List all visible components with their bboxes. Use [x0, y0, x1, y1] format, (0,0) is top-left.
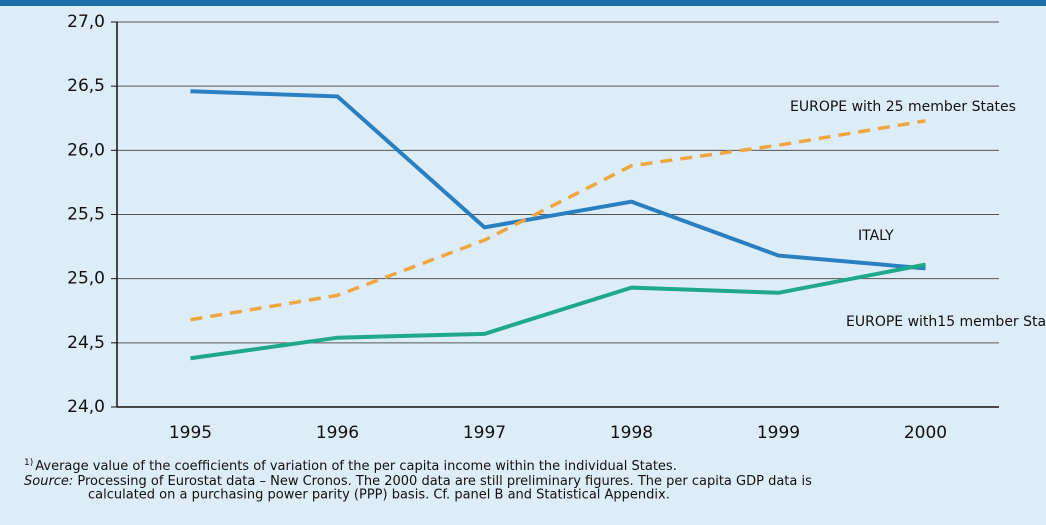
series-line — [190, 119, 926, 322]
y-tick-label: 27,0 — [67, 12, 105, 32]
series-label: EUROPE with 25 member States — [790, 99, 1016, 115]
y-tick-label: 26,5 — [67, 76, 105, 96]
source-line: Processing of Eurostat data – New Cronos… — [77, 474, 812, 489]
y-tick-label: 25,5 — [67, 205, 105, 225]
series-line — [190, 262, 926, 361]
series-line — [190, 89, 926, 271]
footnote: 1) Average value of the coefficients of v… — [24, 458, 677, 474]
y-tick-label: 24,5 — [67, 333, 105, 353]
source-label: Source: — [24, 474, 73, 489]
y-tick-label: 24,0 — [67, 397, 105, 417]
y-tick-label: 25,0 — [67, 269, 105, 289]
x-tick-label: 2000 — [904, 423, 947, 443]
source: Source: Processing of Eurostat data – New… — [24, 474, 812, 489]
x-tick-label: 1999 — [757, 423, 800, 443]
source-line: calculated on a purchasing power parity … — [88, 488, 670, 503]
x-tick-label: 1996 — [316, 423, 359, 443]
series-label: ITALY — [858, 228, 894, 244]
x-tick-label: 1995 — [169, 423, 212, 443]
x-tick-label: 1997 — [463, 423, 506, 443]
footnote-marker: 1) — [24, 458, 33, 468]
series-label: EUROPE with15 member States — [846, 314, 1046, 330]
x-tick-label: 1998 — [610, 423, 653, 443]
footnote-text: Average value of the coefficients of var… — [35, 459, 677, 474]
top-bar — [0, 0, 1046, 6]
y-tick-label: 26,0 — [67, 140, 105, 160]
